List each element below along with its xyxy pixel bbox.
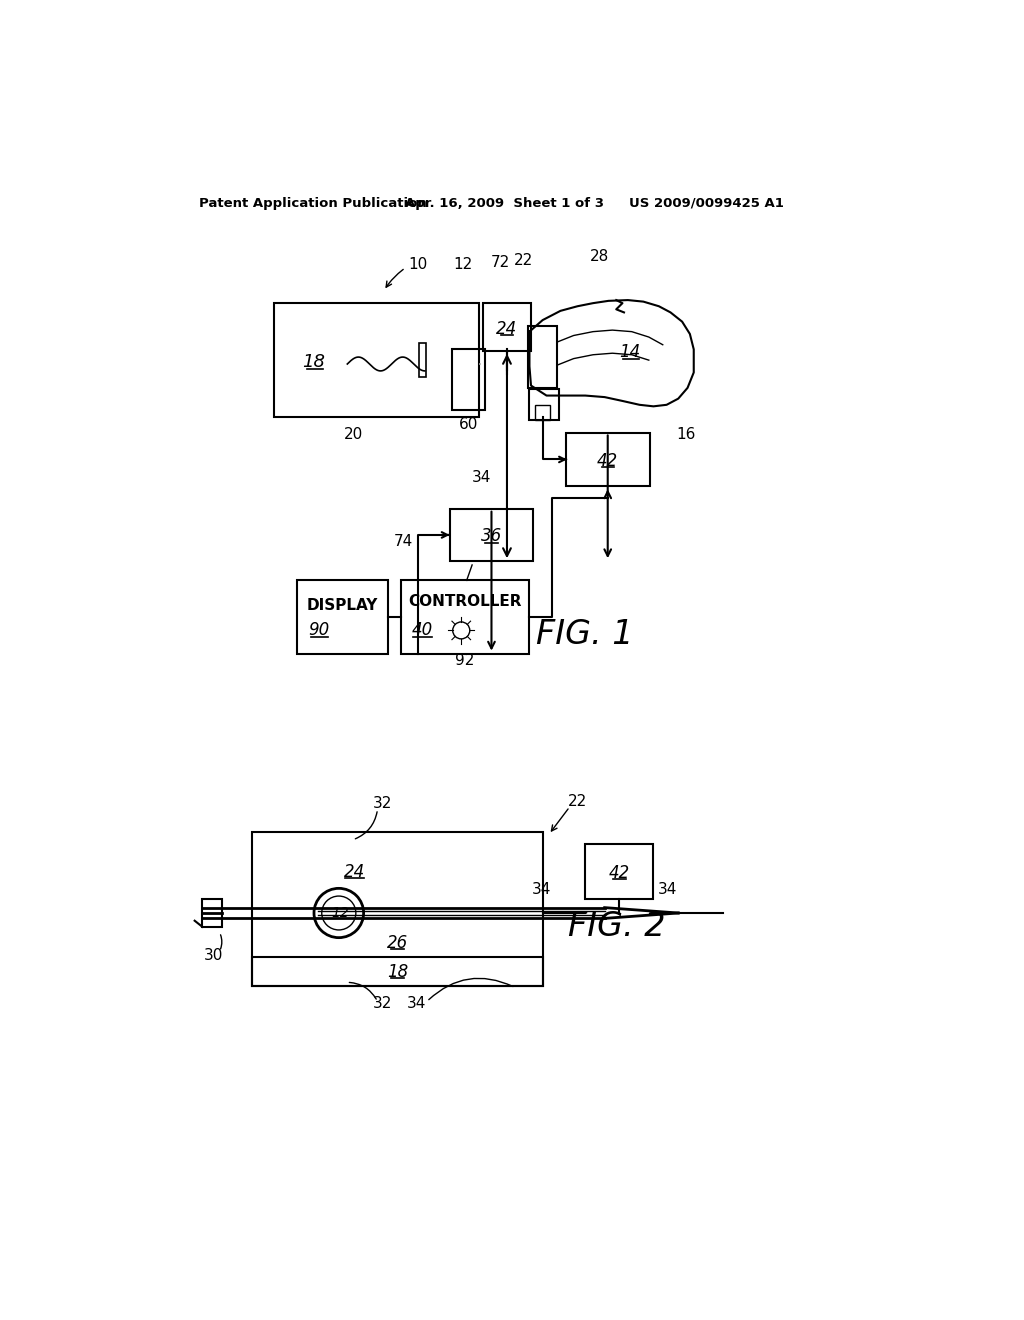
Text: 30: 30 bbox=[204, 948, 223, 962]
Text: 26: 26 bbox=[387, 935, 408, 952]
Bar bbox=[273, 304, 479, 417]
Text: 14: 14 bbox=[620, 343, 641, 362]
Bar bbox=[450, 508, 534, 561]
Text: 92: 92 bbox=[456, 653, 475, 668]
Text: 24: 24 bbox=[344, 863, 366, 882]
Bar bbox=[400, 581, 528, 653]
Text: 32: 32 bbox=[373, 796, 392, 812]
Bar bbox=[252, 957, 543, 986]
Text: 28: 28 bbox=[590, 249, 609, 264]
Text: Patent Application Publication: Patent Application Publication bbox=[200, 197, 427, 210]
Text: 34: 34 bbox=[531, 882, 551, 898]
Text: Apr. 16, 2009  Sheet 1 of 3: Apr. 16, 2009 Sheet 1 of 3 bbox=[406, 197, 604, 210]
Bar bbox=[297, 581, 388, 653]
Bar bbox=[203, 899, 222, 927]
Text: 42: 42 bbox=[608, 865, 630, 882]
Text: 12: 12 bbox=[332, 906, 349, 920]
Text: 36: 36 bbox=[481, 528, 502, 545]
Text: 10: 10 bbox=[409, 257, 428, 272]
Text: 34: 34 bbox=[407, 995, 426, 1011]
Bar bbox=[483, 304, 531, 351]
Text: 18: 18 bbox=[302, 352, 326, 371]
Text: 90: 90 bbox=[308, 622, 330, 639]
Text: 22: 22 bbox=[568, 793, 588, 809]
Bar bbox=[535, 405, 550, 420]
Bar bbox=[252, 832, 543, 986]
Bar bbox=[452, 348, 484, 411]
Text: 34: 34 bbox=[472, 470, 492, 486]
Text: 60: 60 bbox=[459, 417, 478, 432]
Text: 12: 12 bbox=[454, 257, 472, 272]
Text: 74: 74 bbox=[393, 535, 413, 549]
Text: 72: 72 bbox=[490, 255, 510, 269]
Text: 22: 22 bbox=[514, 252, 532, 268]
Bar bbox=[529, 389, 559, 420]
Text: 42: 42 bbox=[597, 451, 618, 470]
Text: US 2009/0099425 A1: US 2009/0099425 A1 bbox=[629, 197, 783, 210]
Text: FIG. 2: FIG. 2 bbox=[567, 911, 665, 944]
Text: 16: 16 bbox=[676, 426, 695, 442]
Text: 20: 20 bbox=[343, 426, 362, 442]
Bar bbox=[566, 433, 649, 487]
Text: 40: 40 bbox=[412, 622, 433, 639]
Text: 34: 34 bbox=[657, 882, 677, 898]
Text: 18: 18 bbox=[387, 962, 408, 981]
Bar bbox=[528, 326, 557, 388]
Text: 24: 24 bbox=[497, 319, 517, 338]
Text: FIG. 1: FIG. 1 bbox=[537, 618, 634, 651]
Text: 32: 32 bbox=[373, 995, 392, 1011]
Text: CONTROLLER: CONTROLLER bbox=[408, 594, 521, 610]
Bar bbox=[586, 843, 653, 899]
Bar bbox=[420, 343, 426, 378]
Text: DISPLAY: DISPLAY bbox=[307, 598, 378, 612]
